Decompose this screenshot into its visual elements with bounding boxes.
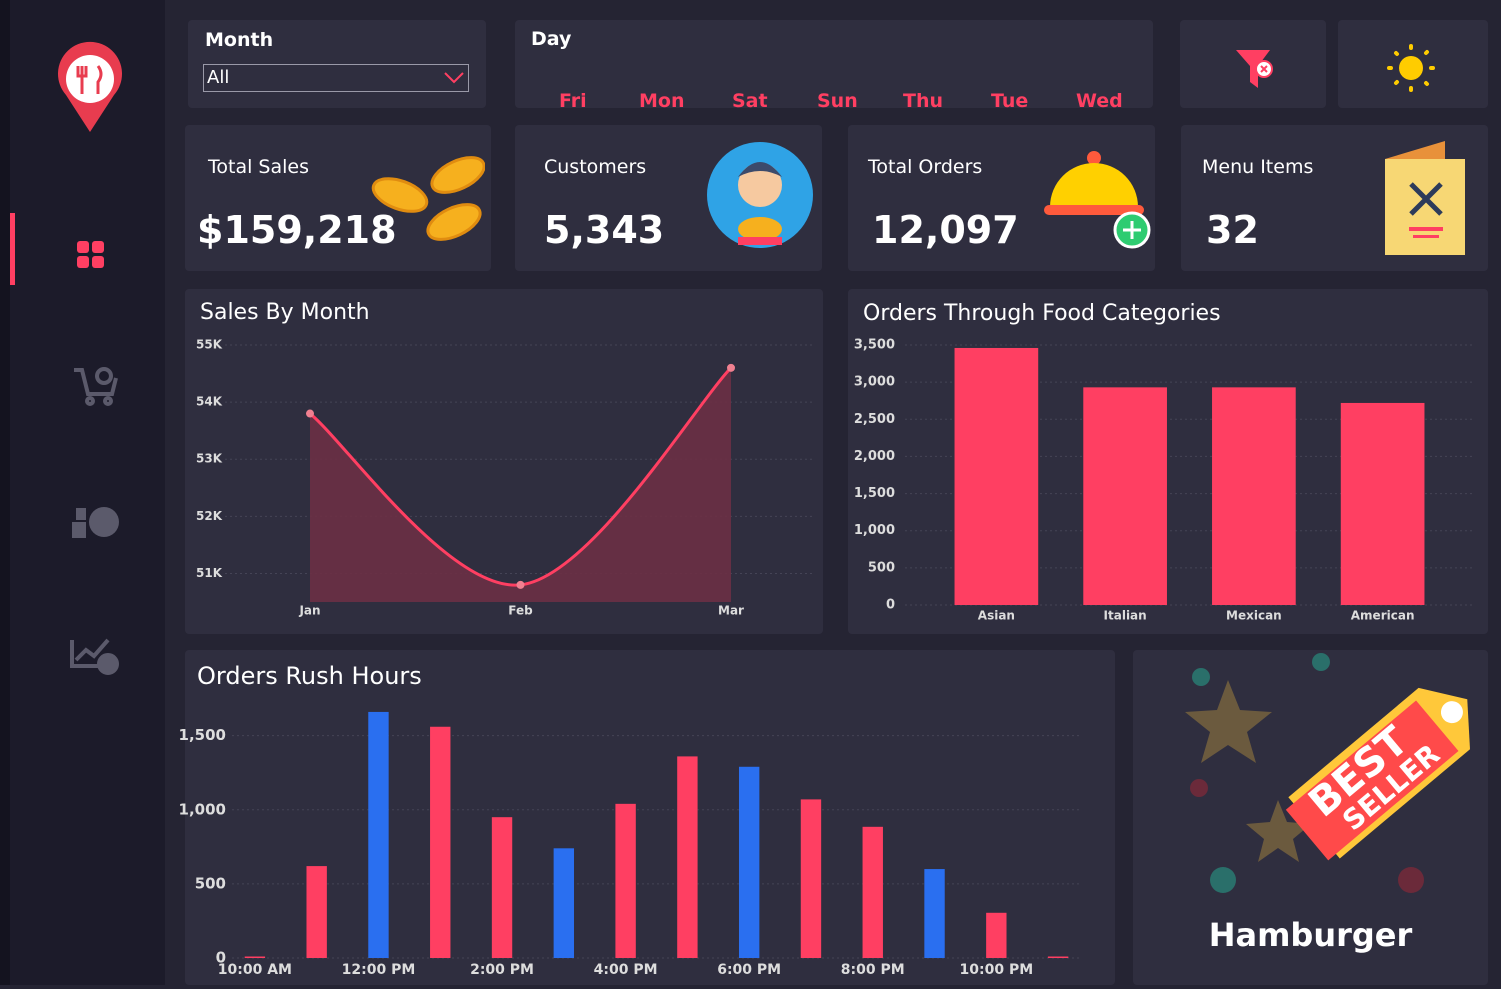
nav-money[interactable]: [72, 507, 119, 538]
day-label: Day: [531, 28, 572, 50]
kpi-value: 32: [1206, 208, 1259, 252]
theme-toggle[interactable]: [1338, 20, 1488, 108]
month-label: Month: [205, 29, 274, 51]
sidebar: [10, 0, 165, 985]
day-option[interactable]: Sat: [732, 90, 768, 112]
month-dropdown[interactable]: All: [203, 64, 469, 92]
day-option[interactable]: Mon: [639, 90, 685, 112]
sun-icon: [1387, 44, 1435, 92]
chart-title: Orders Rush Hours: [197, 662, 422, 690]
clear-filter[interactable]: [1180, 20, 1326, 108]
logo-inner: [66, 55, 114, 103]
best-seller-card: BEST SELLER Hamburger: [1133, 650, 1488, 985]
chart-card: Sales By Month: [185, 289, 823, 634]
chart-title: Orders Through Food Categories: [863, 301, 1221, 326]
kpi-card: Total Sales $159,218: [185, 125, 491, 271]
chart-card: Orders Rush Hours: [185, 650, 1115, 985]
orders-icon: [1044, 151, 1151, 249]
day-slicer: Day Fri Mon Sat Sun Thu Tue Wed: [515, 20, 1153, 112]
month-value: All: [207, 67, 230, 88]
day-option[interactable]: Wed: [1076, 90, 1123, 112]
kpi-label: Total Orders: [868, 156, 983, 178]
day-option[interactable]: Tue: [991, 90, 1029, 112]
filter-icon: [1236, 50, 1273, 88]
kpi-card: Total Orders 12,097: [848, 125, 1155, 271]
coins-icon: [371, 156, 485, 241]
best-seller-art: BEST SELLER: [1185, 653, 1470, 893]
edge: [0, 0, 10, 985]
kpi-value: 12,097: [872, 208, 1019, 252]
customer-icon: [707, 142, 813, 248]
kpi-label: Total Sales: [208, 156, 309, 178]
active-bar: [10, 213, 15, 285]
kpi-label: Customers: [544, 156, 647, 178]
day-option[interactable]: Thu: [903, 90, 944, 112]
day-option[interactable]: Fri: [559, 90, 587, 112]
menu-icon: [1385, 141, 1465, 255]
kpi-card: Customers 5,343: [515, 125, 822, 271]
nav-dashboard[interactable]: [77, 241, 104, 268]
logo-fork: [76, 65, 103, 94]
chart-title: Sales By Month: [200, 300, 370, 325]
dropdown-arrow: [444, 72, 464, 84]
month-slicer[interactable]: Month All: [188, 20, 486, 108]
kpi-value: $159,218: [197, 208, 397, 252]
day-option[interactable]: Sun: [817, 90, 858, 112]
best-seller-product: Hamburger: [1208, 916, 1413, 954]
nav-trend[interactable]: [70, 638, 119, 675]
kpi-label: Menu Items: [1202, 156, 1314, 178]
kpi-card: Menu Items 32: [1181, 125, 1488, 271]
chart-card: Orders Through Food Categories: [848, 289, 1488, 634]
sidebar-icons: [10, 41, 122, 675]
kpi-value: 5,343: [544, 208, 665, 252]
nav-cart[interactable]: [74, 367, 118, 406]
